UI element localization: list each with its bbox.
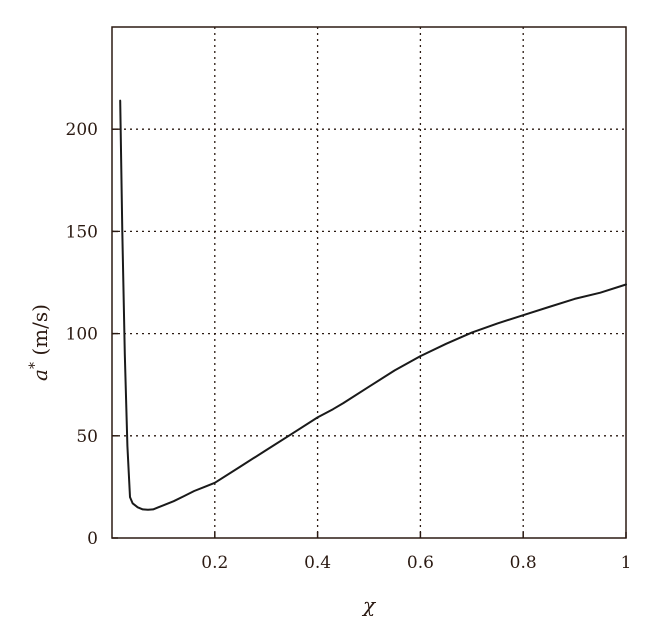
gridlines — [112, 27, 626, 538]
y-tick-label: 0 — [87, 529, 98, 549]
y-tick-label: 150 — [66, 222, 98, 242]
y-axis-label-unit: (m/s) — [28, 304, 52, 362]
tick-labels: 0.2 0.4 0.6 0.8 1 0 50 100 150 200 — [66, 120, 632, 573]
x-axis-label: χ — [361, 593, 377, 617]
x-tick-label: 0.2 — [201, 553, 228, 573]
x-tick-label: 0.6 — [407, 553, 434, 573]
y-axis-label-symbol: a — [28, 369, 52, 381]
x-tick-label: 0.4 — [304, 553, 331, 573]
series-layer — [119, 99, 627, 511]
y-tick-label: 50 — [76, 427, 98, 447]
y-axis-label-superscript: * — [27, 362, 43, 369]
x-tick-label: 1 — [621, 553, 632, 573]
x-tick-label: 0.8 — [510, 553, 537, 573]
y-axis-label: a* (m/s) — [27, 304, 52, 381]
y-tick-label: 200 — [66, 120, 98, 140]
series-line — [119, 99, 627, 511]
plot-frame — [111, 26, 627, 539]
axis-ticks — [112, 128, 627, 539]
y-tick-label: 100 — [66, 325, 98, 345]
